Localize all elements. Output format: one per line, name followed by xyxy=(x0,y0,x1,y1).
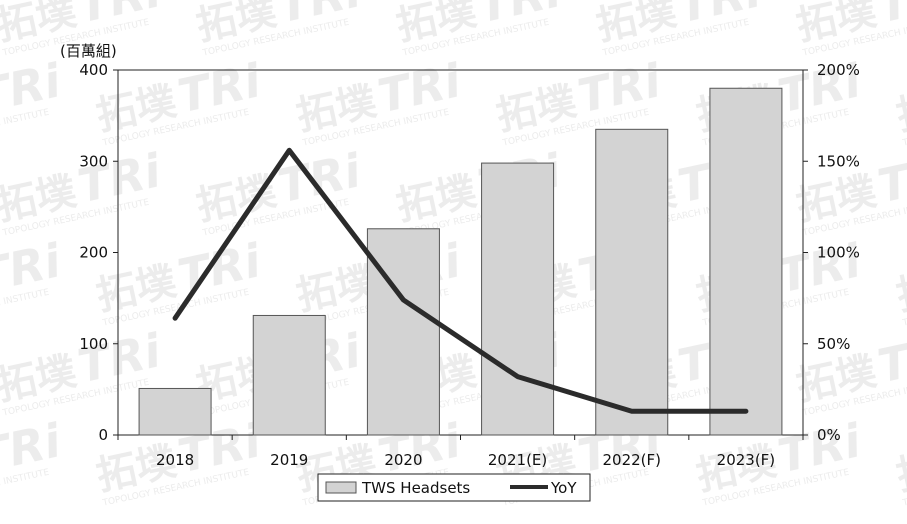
left-tick-label: 400 xyxy=(79,61,108,79)
bar-2018 xyxy=(138,387,212,436)
x-tick-label: 2019 xyxy=(270,451,308,469)
plot-area xyxy=(117,69,804,436)
right-tick-label: 0% xyxy=(817,426,841,444)
yoy-line xyxy=(172,147,749,414)
left-tick-label: 200 xyxy=(79,244,108,262)
right-tick-label: 100% xyxy=(817,244,860,262)
x-tick-label: 2020 xyxy=(384,451,422,469)
legend: TWS Headsets YoY xyxy=(317,473,591,502)
x-tick-label: 2022(F) xyxy=(602,451,661,469)
left-tick-label: 300 xyxy=(79,152,108,170)
bar-2020 xyxy=(366,228,440,436)
x-tick-label: 2023(F) xyxy=(717,451,776,469)
legend-swatch-tws-headsets xyxy=(325,481,357,494)
right-tick-label: 200% xyxy=(817,61,860,79)
watermark-brand: 拓墣 xyxy=(893,438,907,500)
x-tick-label: 2018 xyxy=(156,451,194,469)
bar-2021(E) xyxy=(481,162,555,436)
x-tick-label: 2021(E) xyxy=(488,451,547,469)
left-axis-unit-label: (百萬組) xyxy=(60,42,117,60)
bar-2022(F) xyxy=(595,128,669,436)
x-axis: 2018 2019 2020 2021(E) 2022(F) 2023(F) xyxy=(117,435,804,469)
legend-label-tws-headsets: TWS Headsets xyxy=(361,479,470,497)
left-axis: 0 100 200 300 400 xyxy=(79,61,118,444)
bar-2023(F) xyxy=(709,87,783,436)
right-tick-label: 50% xyxy=(817,335,850,353)
bar-series xyxy=(138,87,783,436)
watermark-logo: TRi xyxy=(873,143,907,213)
watermark-brand: 拓墣 xyxy=(893,258,907,320)
bar-2019 xyxy=(252,314,326,436)
legend-label-yoy: YoY xyxy=(550,479,577,497)
left-tick-label: 0 xyxy=(98,426,108,444)
right-axis: 0% 50% 100% 150% 200% xyxy=(803,61,860,444)
right-tick-label: 150% xyxy=(817,152,860,170)
watermark-logo: TRi xyxy=(873,323,907,393)
left-tick-label: 100 xyxy=(79,335,108,353)
watermark-brand: 拓墣 xyxy=(893,78,907,140)
